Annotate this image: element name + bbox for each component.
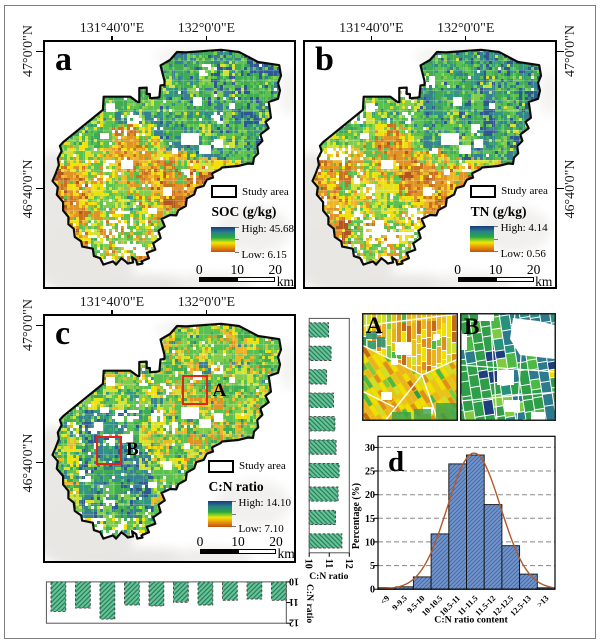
svg-text:A: A [366, 313, 383, 338]
svg-text:C:N ratio content: C:N ratio content [434, 615, 508, 626]
svg-text:>13: >13 [535, 594, 550, 609]
svg-text:d: d [388, 446, 404, 478]
svg-text:20: 20 [365, 490, 375, 501]
svg-text:30: 30 [365, 443, 375, 454]
svg-text:B: B [464, 314, 479, 339]
svg-text:10: 10 [303, 559, 314, 569]
svg-text:12: 12 [343, 559, 354, 569]
svg-text:C:N ratio: C:N ratio [304, 584, 315, 623]
svg-text:C:N ratio: C:N ratio [309, 571, 348, 582]
svg-text:10: 10 [289, 575, 299, 586]
svg-text:15: 15 [365, 514, 375, 525]
svg-text:0: 0 [370, 585, 375, 596]
svg-text:10: 10 [365, 537, 375, 548]
svg-text:12: 12 [289, 617, 299, 628]
svg-text:11: 11 [289, 596, 298, 607]
svg-text:5: 5 [370, 561, 375, 572]
svg-text:25: 25 [365, 467, 375, 478]
svg-text:11: 11 [323, 559, 334, 568]
svg-text:Percentage (%): Percentage (%) [351, 483, 362, 549]
svg-text:<9: <9 [379, 594, 392, 607]
